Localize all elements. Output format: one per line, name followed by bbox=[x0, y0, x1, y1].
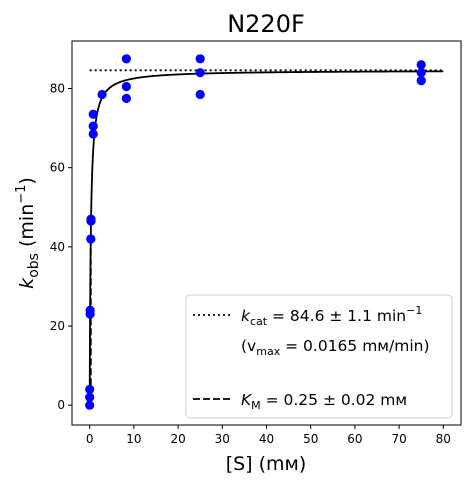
data-point bbox=[88, 121, 98, 131]
y-axis-label-unit: (min bbox=[16, 204, 38, 253]
x-tick-label: 20 bbox=[170, 432, 185, 446]
data-point bbox=[85, 305, 95, 315]
y-tick-label: 80 bbox=[50, 82, 65, 96]
data-point bbox=[195, 54, 205, 64]
legend-kcat-label: kcat = 84.6 ± 1.1 min−1 bbox=[241, 304, 422, 328]
data-point bbox=[416, 68, 426, 78]
data-point bbox=[416, 75, 426, 86]
legend-km-label: KM = 0.25 ± 0.02 mм bbox=[241, 391, 407, 412]
x-tick-label: 70 bbox=[391, 432, 406, 446]
x-tick-label: 0 bbox=[86, 432, 94, 446]
y-tick-label: 60 bbox=[50, 161, 65, 175]
data-point bbox=[121, 93, 131, 104]
x-tick-label: 30 bbox=[215, 432, 230, 446]
data-point bbox=[121, 54, 131, 64]
fit-curve bbox=[88, 70, 444, 406]
y-axis-label-k: k bbox=[16, 277, 38, 289]
x-tick-label: 10 bbox=[126, 432, 141, 446]
data-point bbox=[416, 60, 426, 70]
x-axis-label: [S] (mм) bbox=[226, 453, 307, 475]
data-point bbox=[88, 109, 98, 119]
data-point bbox=[88, 129, 98, 139]
data-point bbox=[85, 392, 95, 402]
y-axis-label-close: ) bbox=[16, 177, 38, 184]
legend-vmax-label: (vmax = 0.0165 mм/min) bbox=[241, 337, 430, 358]
data-point bbox=[121, 81, 131, 92]
legend: kcat = 84.6 ± 1.1 min−1 (vmax = 0.0165 m… bbox=[185, 294, 453, 419]
x-tick-label: 50 bbox=[303, 432, 318, 446]
y-tick-label: 0 bbox=[57, 398, 65, 412]
x-tick-label: 40 bbox=[259, 432, 274, 446]
y-axis-label-sup: −1 bbox=[14, 185, 29, 204]
y-axis-label: kobs (min−1) bbox=[14, 177, 42, 289]
data-point bbox=[85, 400, 95, 410]
legend-box bbox=[185, 294, 453, 419]
y-axis-label-sub: obs bbox=[26, 253, 42, 278]
data-point bbox=[195, 68, 205, 78]
data-point bbox=[85, 384, 95, 394]
data-point bbox=[97, 89, 107, 100]
svg-text:kobs (min−1): kobs (min−1) bbox=[14, 177, 42, 289]
data-point bbox=[86, 214, 96, 224]
y-tick-label: 40 bbox=[50, 240, 65, 254]
x-tick-label: 80 bbox=[436, 432, 451, 446]
data-point bbox=[195, 89, 205, 100]
x-tick-label: 60 bbox=[347, 432, 362, 446]
y-tick-label: 20 bbox=[50, 319, 65, 333]
chart-title: N220F bbox=[227, 10, 305, 38]
data-point bbox=[86, 234, 96, 244]
